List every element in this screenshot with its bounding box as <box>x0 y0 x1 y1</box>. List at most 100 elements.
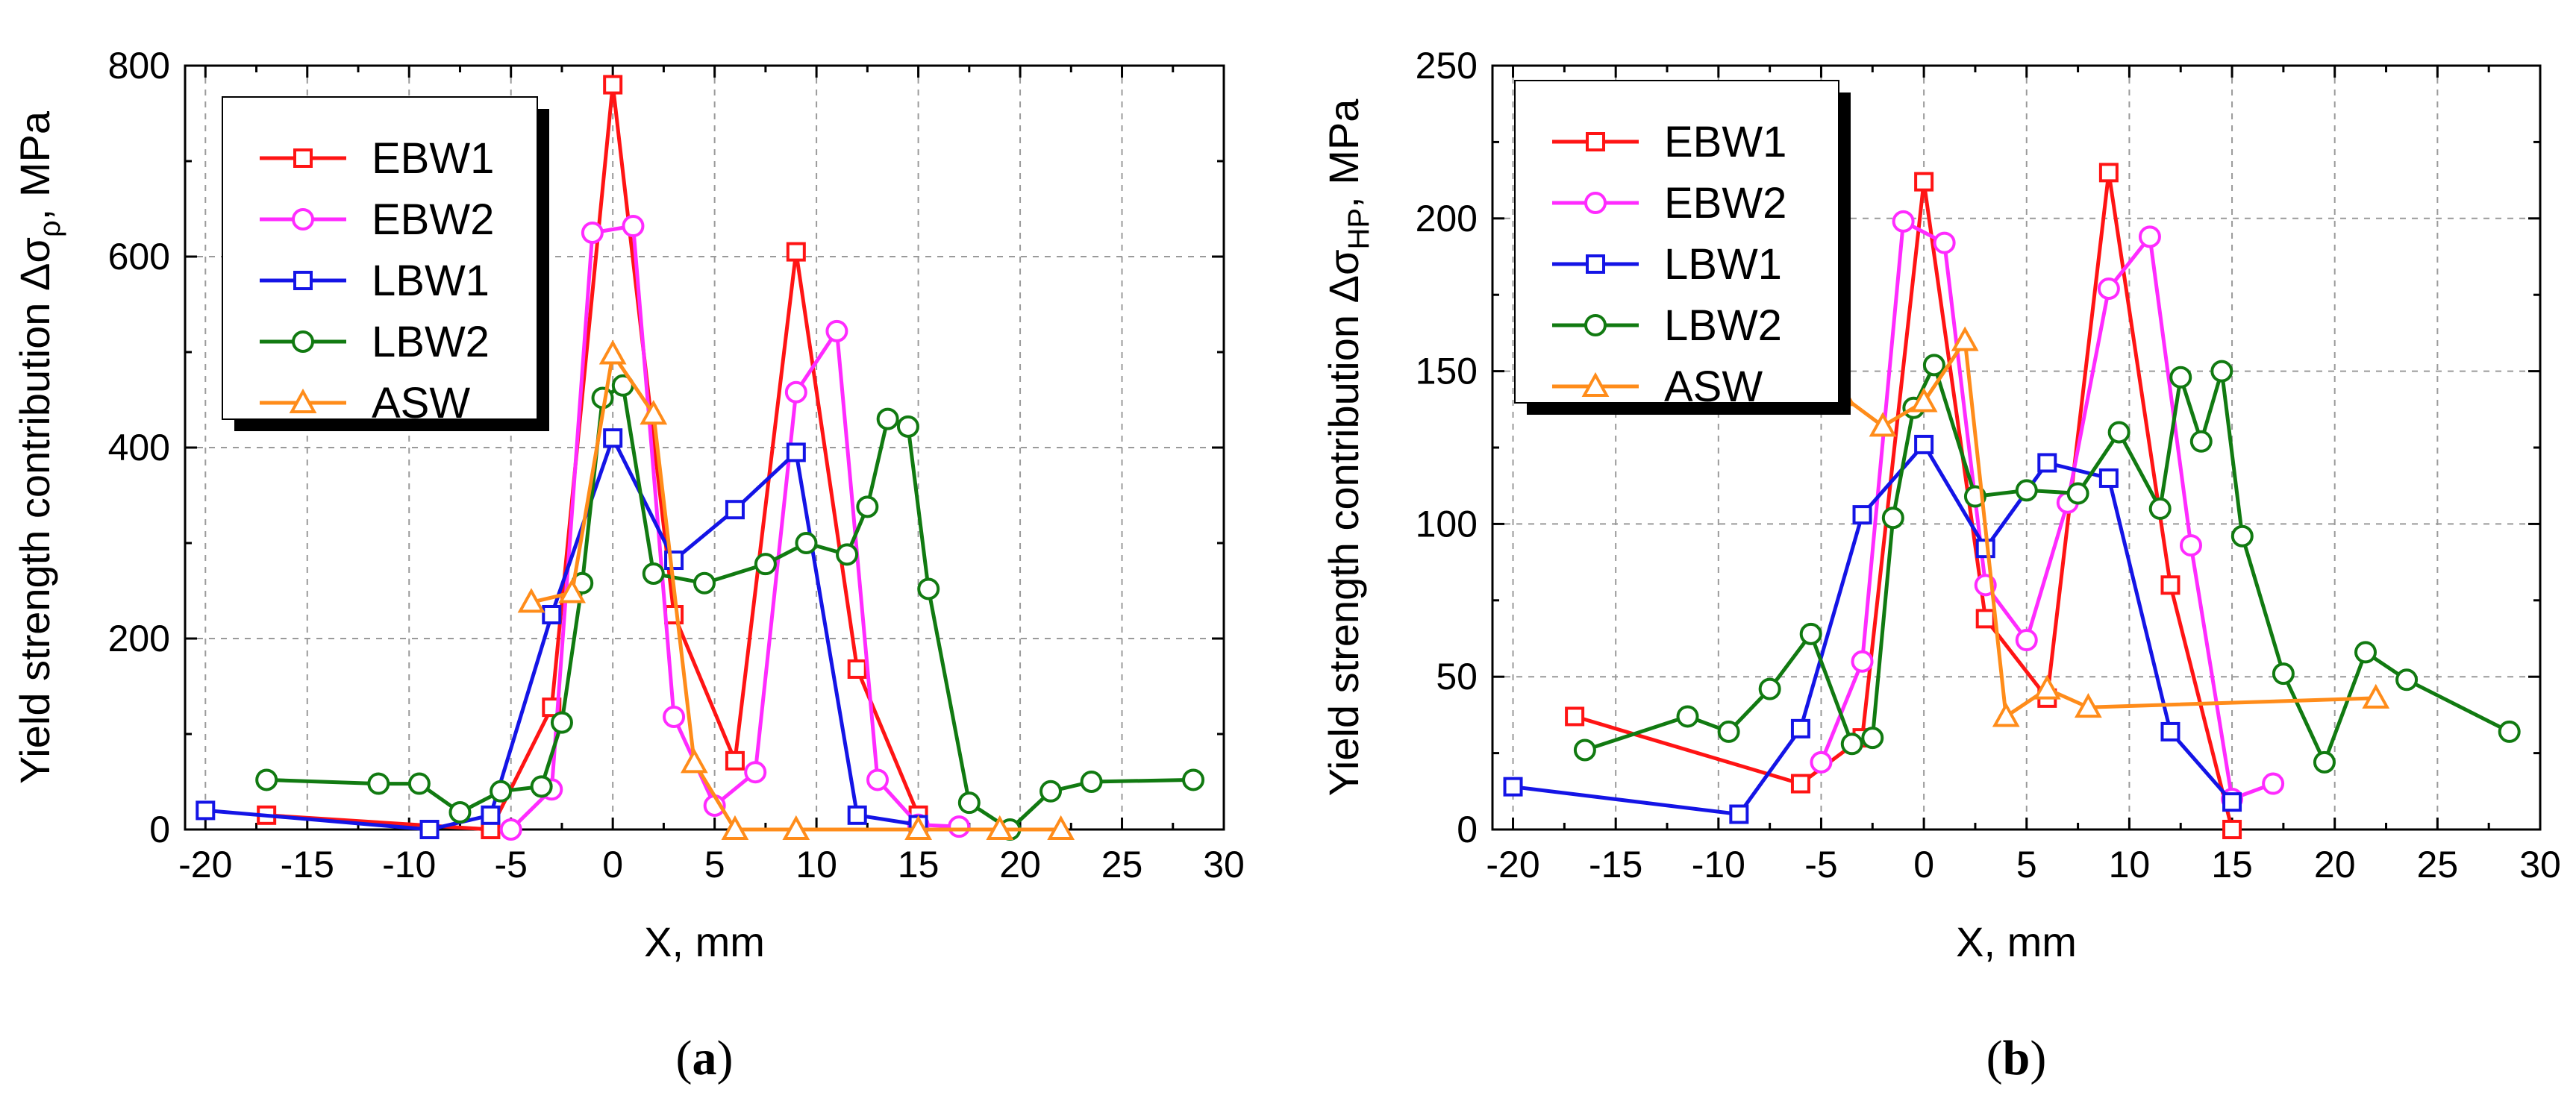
series-ebw2 <box>1810 210 2285 811</box>
data-point-lbw2 <box>642 562 665 585</box>
legend-box <box>1514 80 1839 404</box>
y-axis-title: Yield strength contribution Δσρ, MPa <box>11 110 66 784</box>
data-point-lbw2 <box>1840 733 1863 756</box>
data-point-lbw2 <box>836 543 859 566</box>
x-tick-label: 15 <box>898 844 940 885</box>
series-line-lbw2 <box>1584 363 2510 765</box>
series-line-lbw1 <box>1513 442 2233 816</box>
data-point-ebw2 <box>1933 231 1956 254</box>
y-axis-title-main: Yield strength contribution Δσ <box>1320 249 1367 796</box>
data-point-lbw2 <box>367 772 390 795</box>
data-point-ebw2 <box>1892 210 1915 233</box>
data-point-lbw2 <box>1861 727 1884 750</box>
data-point-lbw1 <box>1503 777 1523 797</box>
data-point-lbw1 <box>2098 468 2119 488</box>
data-point-lbw1 <box>2160 721 2180 741</box>
y-tick-label: 150 <box>1416 351 1478 392</box>
data-point-lbw2 <box>1182 768 1205 791</box>
y-tick-label: 400 <box>108 427 170 468</box>
x-tick-label: 30 <box>1203 844 1245 885</box>
data-point-lbw1 <box>481 805 501 825</box>
data-point-lbw2 <box>1676 705 1699 728</box>
x-tick-label: 25 <box>1101 844 1143 885</box>
data-point-ebw1 <box>603 75 623 95</box>
data-point-asw <box>2033 674 2061 700</box>
data-point-ebw2 <box>948 815 971 838</box>
data-point-lbw1 <box>419 820 440 839</box>
x-tick-label: -15 <box>1589 844 1642 885</box>
panel-label: (a) <box>676 1031 734 1085</box>
data-point-asw <box>986 815 1014 840</box>
y-axis-title-main: Yield strength contribution Δσ <box>11 237 58 784</box>
legend-label-asw: ASW <box>372 379 470 427</box>
data-point-asw <box>1047 815 1075 840</box>
data-point-lbw1 <box>1790 718 1810 738</box>
legend-label-lbw1: LBW1 <box>1664 240 1782 289</box>
data-point-ebw1 <box>1975 609 1995 629</box>
legend-label-ebw1: EBW1 <box>372 134 494 183</box>
legend: EBW1 EBW2 LBW1 LBW2 ASW <box>1514 80 1851 415</box>
y-axis-title-unit: , MPa <box>1320 98 1367 208</box>
data-point-lbw2 <box>1573 738 1596 762</box>
data-point-ebw2 <box>825 319 848 342</box>
data-point-lbw2 <box>917 577 940 600</box>
series-line-asw <box>1840 339 2376 718</box>
data-point-ebw2 <box>866 768 889 791</box>
data-point-lbw1 <box>725 500 745 520</box>
data-point-lbw2 <box>2498 720 2521 743</box>
data-point-ebw1 <box>786 242 806 262</box>
data-point-asw <box>1869 412 1897 437</box>
data-point-lbw2 <box>2066 482 2089 505</box>
data-point-lbw2 <box>1799 622 1822 645</box>
data-point-lbw1 <box>1729 804 1749 824</box>
x-tick-label: 20 <box>999 844 1041 885</box>
x-tick-label: 25 <box>2417 844 2459 885</box>
chart-panel-a: -20 -15 -10 -5 0 5 10 15 20 25 30 0 200 400 600 800 X, m… <box>11 45 1245 1085</box>
data-point-ebw2 <box>2138 225 2161 248</box>
legend-marker-ebw1 <box>293 148 313 168</box>
data-point-asw <box>2074 693 2102 718</box>
series-asw <box>517 339 1075 840</box>
x-tick-label: -15 <box>281 844 334 885</box>
series-line-asw <box>531 352 1061 832</box>
data-point-lbw2 <box>2395 668 2419 692</box>
series-lbw1 <box>196 428 928 839</box>
data-point-ebw1 <box>1790 774 1810 794</box>
x-tick-label: 0 <box>602 844 623 885</box>
legend-label-ebw1: EBW1 <box>1664 118 1786 166</box>
data-point-ebw2 <box>784 380 807 404</box>
data-point-ebw2 <box>663 705 686 728</box>
legend-marker-ebw2 <box>1584 192 1607 214</box>
y-tick-label: 200 <box>108 618 170 659</box>
data-point-lbw2 <box>2107 421 2130 444</box>
chart-panel-b: -20 -15 -10 -5 0 5 10 15 20 25 30 0 50 100 150 200 250 X,… <box>1320 45 2561 1085</box>
data-point-lbw2 <box>2015 479 2038 502</box>
data-point-lbw2 <box>1922 354 1945 377</box>
data-point-lbw2 <box>2230 524 2254 548</box>
data-point-ebw2 <box>1810 750 1833 774</box>
y-tick-label: 100 <box>1416 503 1478 545</box>
series-line-ebw2 <box>1819 219 2274 801</box>
y-axis-title-subscript: HP <box>1342 208 1375 250</box>
data-point-ebw1 <box>2160 575 2180 595</box>
data-point-lbw2 <box>2354 641 2377 664</box>
data-point-lbw2 <box>2210 360 2233 383</box>
legend-marker-ebw1 <box>1586 132 1605 151</box>
y-tick-label: 600 <box>108 236 170 277</box>
data-point-ebw1 <box>664 605 684 624</box>
y-tick-label: 50 <box>1436 656 1478 697</box>
data-point-lbw2 <box>1080 771 1103 793</box>
data-point-lbw2 <box>407 772 431 795</box>
data-point-lbw1 <box>1914 434 1934 454</box>
data-point-lbw2 <box>876 407 899 430</box>
data-point-lbw1 <box>2222 792 2242 812</box>
data-point-lbw2 <box>2272 662 2295 686</box>
x-tick-label: 20 <box>2314 844 2356 885</box>
data-point-ebw2 <box>2262 772 2285 795</box>
data-point-asw <box>558 578 586 603</box>
x-tick-label: -5 <box>494 844 527 885</box>
data-point-lbw1 <box>847 805 867 825</box>
data-point-lbw2 <box>2148 497 2172 520</box>
data-point-asw <box>598 339 627 365</box>
x-axis-title: X, mm <box>1956 918 2077 965</box>
